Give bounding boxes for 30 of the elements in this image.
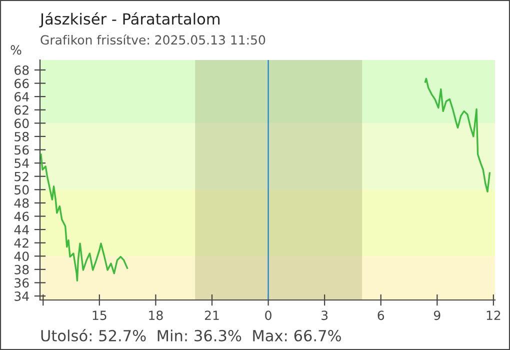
y-tick-label: 48 [14,198,29,208]
text: Utolsó: 52.7% Min: 36.3% Max: 66.7% [41,328,341,342]
x-tick-label: 3 [322,310,328,320]
y-tick-label: 42 [14,238,28,248]
y-tick-label: 58 [14,132,29,142]
y-tick-label: 66 [14,78,29,88]
y-tick-label: 34 [14,291,29,301]
y-tick-label: 56 [14,145,29,155]
y-tick-label: 36 [14,278,29,288]
x-tick-label: 0 [265,310,272,320]
y-tick-label: 38 [14,264,29,274]
y-tick-label: 40 [14,252,29,262]
y-tick-label: 68 [14,65,29,75]
chart-subtitle: Grafikon frissítve: 2025.05.13 11:50 [40,34,266,45]
y-tick-label: 46 [14,212,29,222]
y-tick-label: 60 [14,118,29,128]
x-tick-label: 6 [378,310,384,320]
y-tick-label: 50 [14,185,29,195]
chart-title: Jászkisér - Páratartalom [39,12,220,28]
x-tick-label: 15 [92,310,106,320]
x-tick-label: 18 [149,310,163,320]
x-tick-label: 12 [486,310,500,320]
x-tick-label: 21 [204,310,219,320]
y-tick-label: 52 [14,172,28,182]
y-tick-label: 54 [14,158,29,168]
x-tick-label: 9 [434,310,440,320]
y-tick-label: 62 [14,105,28,115]
y-axis-title: % [10,45,22,55]
y-tick-label: 64 [14,92,29,102]
y-tick-label: 44 [14,225,29,234]
